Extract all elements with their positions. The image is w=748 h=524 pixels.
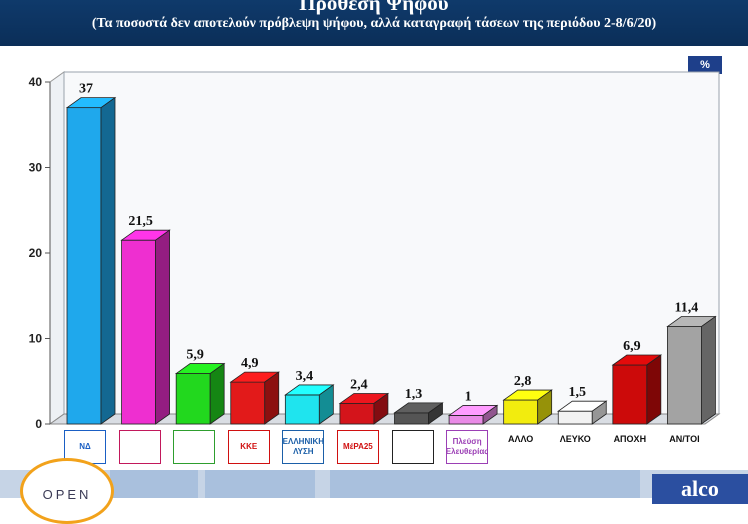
bar-side [100,96,116,425]
strip-block [110,470,198,498]
data-label: 21,5 [128,214,153,229]
open-tv-logo: OPEN [20,458,114,524]
bar [503,399,539,425]
bar-side [482,404,498,425]
category-label: ΑΠΟΧΗ [613,434,647,444]
bar [175,373,211,425]
bar-side [373,392,389,425]
bar-side [537,389,553,425]
data-label: 1 [465,389,472,404]
bottom-strip [0,470,748,498]
category-label: ΑΛΛΟ [508,434,534,444]
bar [284,394,320,425]
kinal-logo [173,430,216,464]
kke-logo: ΚΚΕ [227,430,270,464]
y-tick-label: 0 [35,417,42,428]
data-label: 6,9 [623,339,641,354]
y-tick-label: 30 [29,161,43,175]
syriza-logo [118,430,161,464]
bar [667,326,702,425]
data-label: 1,5 [569,385,587,400]
bar [394,412,429,425]
data-label: 2,8 [514,374,532,389]
chart-back-wall [63,71,720,415]
bar [557,410,593,425]
elliniki-lysi-logo: ΕΛΛΗΝΙΚΗ ΛΥΣΗ [282,430,325,464]
category-label: ΛΕΥΚΟ [559,434,591,444]
chart-title: Πρόθεση Ψήφου [299,0,449,15]
category-label: ΑΝ/ΤΟΙ [669,434,700,444]
bar-side [264,371,280,425]
bar-side [155,229,170,425]
bar-side [209,362,225,425]
data-label: 37 [79,82,93,97]
data-label: 2,4 [350,377,368,392]
data-label: 4,9 [241,356,259,371]
bar-side [428,402,443,425]
bar [448,415,484,425]
header-bar: Πρόθεση Ψήφου (Τα ποσοστά δεν αποτελούν … [0,0,748,46]
chart-subtitle: (Τα ποσοστά δεν αποτελούν πρόβλεψη ψήφου… [91,16,657,31]
open-logo-text: OPEN [42,487,92,502]
bar-side [646,354,662,425]
bar [612,364,648,425]
data-label: 3,4 [296,369,314,384]
bar-side [318,384,334,425]
alco-logo: alco [652,474,748,504]
bar-side [591,400,607,425]
chart-side-wall [49,71,65,425]
y-tick-label: 10 [29,332,43,346]
percent-badge: % [688,56,722,74]
bar-chart: 0 10 20 30 40 37 21,5 5,9 4,9 3,4 2,4 1,3 1 2,8 1,5 6,9… [29,71,721,428]
strip-block [330,470,640,498]
data-label: 5,9 [186,348,204,363]
xa-logo [391,430,434,464]
plefsi-logo: Πλεύση Ελευθερίας [446,430,489,464]
bar [230,381,266,425]
bar [339,403,375,425]
data-label: 11,4 [675,301,699,316]
y-tick-label: 40 [29,75,43,89]
strip-block [205,470,315,498]
party-logo-row: ΝΔ ΚΚΕ ΕΛΛΗΝΙΚΗ ΛΥΣΗ ΜέΡΑ25 Πλεύση Ελευθερία… [0,428,748,464]
bar-side [701,315,716,425]
bar [121,239,156,425]
bar [66,107,102,425]
mera25-logo: ΜέΡΑ25 [336,430,379,464]
y-tick-label: 20 [29,246,43,260]
data-label: 1,3 [405,387,423,402]
